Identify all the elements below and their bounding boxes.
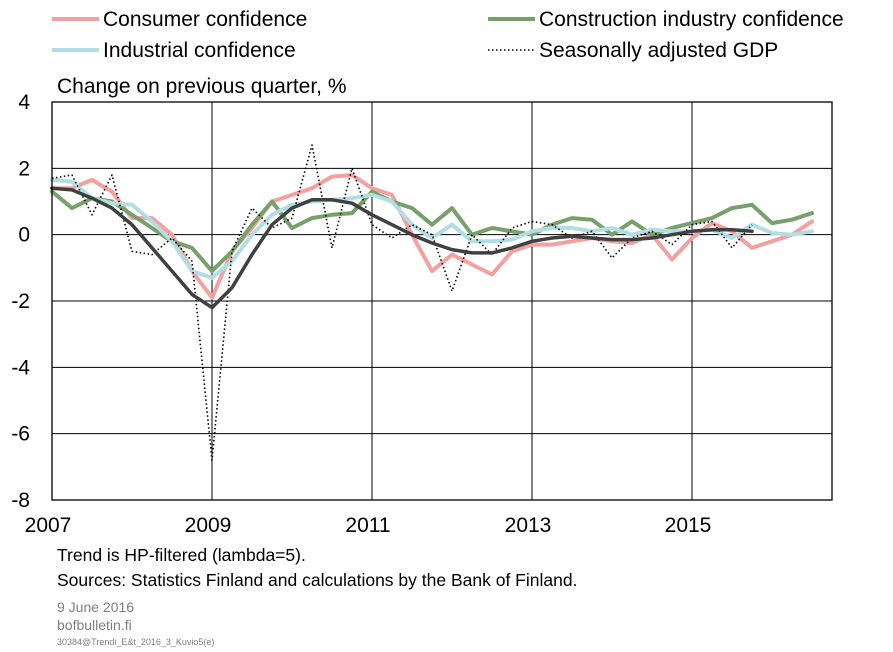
y-tick-label: -4 (11, 356, 30, 379)
x-tick-label: 2013 (505, 514, 552, 537)
line-chart: Consumer confidence Construction industry… (11, 8, 844, 537)
y-axis-title: Change on previous quarter, % (57, 75, 347, 98)
series-group (50, 144, 814, 462)
x-tick-label: 2015 (665, 514, 712, 537)
trend-line (50, 186, 754, 310)
consumer-confidence-line (50, 173, 814, 300)
grid-lines (52, 102, 832, 500)
x-axis-ticks: 2007 2009 2011 2013 2015 (25, 514, 712, 537)
y-tick-label: -6 (11, 423, 30, 446)
site-name: bofbulletin.fi (57, 617, 132, 633)
legend-label: Seasonally adjusted GDP (539, 39, 778, 62)
legend-label: Construction industry confidence (539, 8, 844, 31)
chart-legend: Consumer confidence Construction industry… (52, 8, 844, 62)
trend-note: Trend is HP-filtered (lambda=5). (57, 545, 306, 565)
sources-note: Sources: Statistics Finland and calculat… (57, 570, 578, 590)
publication-date: 9 June 2016 (57, 599, 135, 615)
x-tick-label: 2011 (345, 514, 390, 537)
figure-code: 30384@Trendi_E&t_2016_3_Kuvio5(e) (57, 637, 215, 647)
y-tick-label: 4 (18, 91, 30, 114)
y-tick-label: 0 (18, 224, 30, 247)
y-tick-label: 2 (18, 157, 30, 180)
legend-label: Consumer confidence (103, 8, 307, 31)
y-tick-label: -2 (11, 290, 30, 313)
x-tick-label: 2009 (185, 514, 232, 537)
construction-industry-confidence-line (50, 189, 814, 274)
y-axis-ticks: -8 -6 -4 -2 0 2 4 (11, 91, 30, 512)
y-tick-label: -8 (11, 489, 30, 512)
x-tick-label: 2007 (25, 514, 72, 537)
plot-frame (51, 101, 833, 501)
legend-label: Industrial confidence (103, 39, 296, 62)
